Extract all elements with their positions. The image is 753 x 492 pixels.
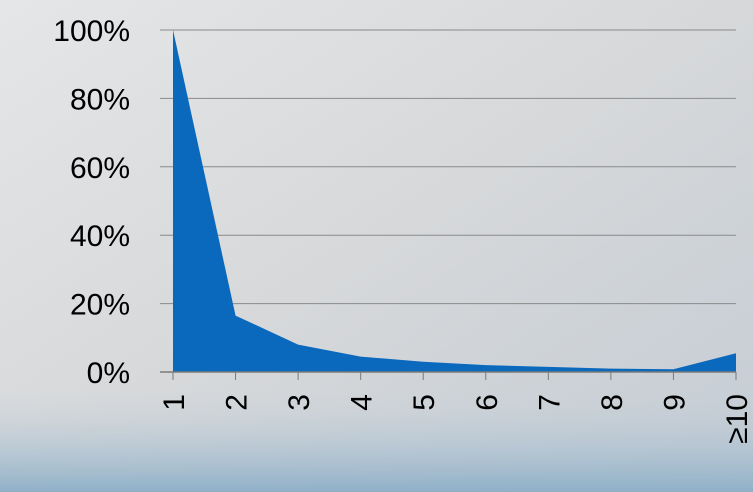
x-tick-label: ≥10 — [721, 394, 753, 444]
x-tick-label: 8 — [596, 394, 629, 411]
x-tick-label: 5 — [408, 394, 441, 411]
x-tick-label: 4 — [346, 394, 379, 411]
y-tick-label: 40% — [70, 220, 130, 253]
x-tick-label: 2 — [221, 394, 254, 411]
y-tick-label: 0% — [87, 357, 130, 390]
x-tick-label: 6 — [471, 394, 504, 411]
area — [173, 30, 736, 372]
y-tick-label: 20% — [70, 289, 130, 322]
y-tick-label: 60% — [70, 152, 130, 185]
x-tick-label: 9 — [658, 394, 691, 411]
x-tick-label: 7 — [533, 394, 566, 411]
y-tick-label: 100% — [53, 15, 130, 48]
y-tick-label: 80% — [70, 83, 130, 116]
x-tick-label: 3 — [283, 394, 316, 411]
x-tick-label: 1 — [158, 394, 191, 411]
background-band — [0, 390, 753, 492]
